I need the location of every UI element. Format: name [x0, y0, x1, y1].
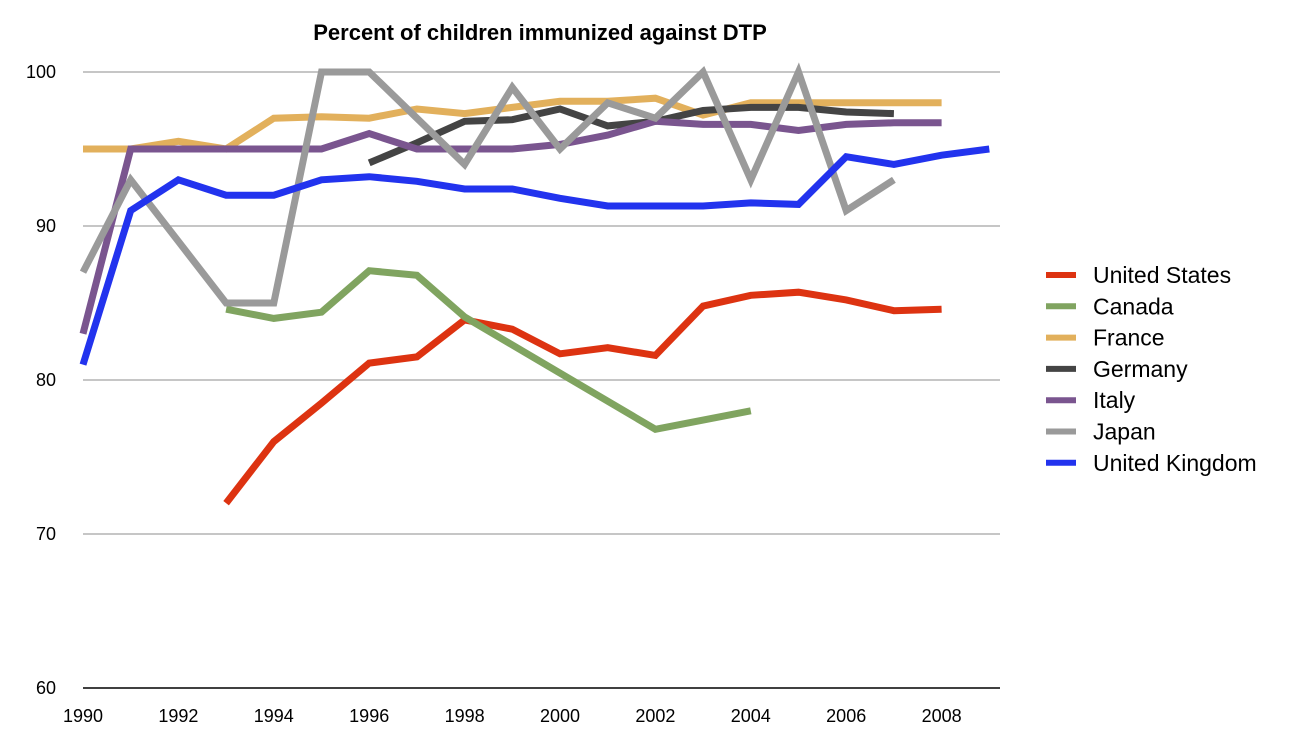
series-line-italy — [79, 117, 942, 335]
legend: United States Canada France Germany Italy Jap… — [1046, 262, 1257, 476]
legend-entry: Germany — [1046, 356, 1188, 382]
series-lines — [79, 62, 990, 506]
y-tick-label: 80 — [36, 370, 56, 390]
series-line-united-states — [223, 288, 942, 506]
legend-label: France — [1093, 325, 1165, 351]
legend-entry: Canada — [1046, 293, 1174, 319]
legend-entry: United States — [1046, 262, 1231, 288]
legend-label: Italy — [1093, 387, 1136, 413]
x-tick-label: 2000 — [540, 706, 580, 726]
axes: 60 70 80 90 100 1990 1992 1994 1996 1998 2000 2002 2… — [26, 62, 1000, 726]
x-tick-label: 2006 — [826, 706, 866, 726]
legend-label: Canada — [1093, 293, 1174, 319]
x-tick-label: 1998 — [445, 706, 485, 726]
gridlines — [83, 71, 1000, 535]
legend-label: Japan — [1093, 419, 1156, 445]
x-tick-label: 1990 — [63, 706, 103, 726]
series-line-germany — [367, 103, 895, 167]
legend-label: Germany — [1093, 356, 1188, 382]
y-tick-label: 60 — [36, 678, 56, 698]
chart-title: Percent of children immunized against DT… — [313, 20, 767, 45]
legend-entry: France — [1046, 325, 1165, 351]
legend-entry: Italy — [1046, 387, 1136, 413]
y-tick-label: 90 — [36, 216, 56, 236]
y-tick-label: 100 — [26, 62, 56, 82]
legend-label: United Kingdom — [1093, 450, 1257, 476]
series-line-canada — [225, 267, 752, 433]
x-tick-label: 2002 — [635, 706, 675, 726]
x-tick-label: 1992 — [158, 706, 198, 726]
legend-label: United States — [1093, 262, 1231, 288]
x-tick-label: 2004 — [731, 706, 771, 726]
legend-entry: United Kingdom — [1046, 450, 1257, 476]
series-line-united-kingdom — [79, 145, 990, 366]
x-tick-label: 2008 — [922, 706, 962, 726]
x-tick-label: 1994 — [254, 706, 294, 726]
series-line-japan — [79, 62, 896, 307]
x-tick-label: 1996 — [349, 706, 389, 726]
legend-entry: Japan — [1046, 419, 1156, 445]
y-tick-label: 70 — [36, 524, 56, 544]
